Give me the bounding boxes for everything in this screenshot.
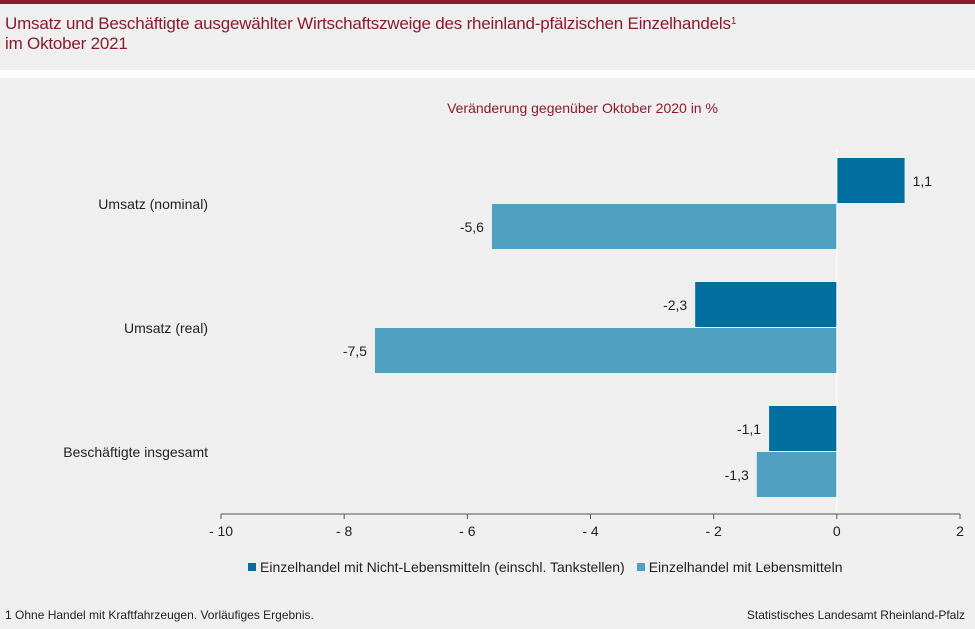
- bar-s0-c1: [695, 282, 837, 327]
- x-tick-label-3: - 4: [582, 523, 599, 539]
- x-tick-label-0: - 10: [209, 523, 233, 539]
- legend-item-non-food: Einzelhandel mit Nicht-Lebensmitteln (ei…: [248, 559, 625, 575]
- title-line-1: Umsatz und Beschäftigte ausgewählter Wir…: [5, 14, 731, 33]
- data-label-s1-c0: -5,6: [460, 219, 484, 235]
- title-line-2: im Oktober 2021: [5, 34, 128, 53]
- source-note: Statistisches Landesamt Rheinland-Pfalz: [746, 608, 965, 622]
- x-tick-label-4: - 2: [705, 523, 722, 539]
- data-label-s1-c1: -7,5: [343, 343, 367, 359]
- x-tick-label-2: - 6: [459, 523, 476, 539]
- chart-subtitle: Veränderung gegenüber Oktober 2020 in %: [447, 100, 718, 116]
- data-label-s1-c2: -1,3: [725, 467, 749, 483]
- category-label-2: Beschäftigte insgesamt: [63, 444, 208, 460]
- bar-chart: 1,1 -2,3 -1,1 -5,6 -7,5 -1,3 Umsatz (nominal) U…: [63, 150, 964, 539]
- legend-item-food: Einzelhandel mit Lebensmitteln: [636, 559, 843, 575]
- bar-s0-c0: [836, 158, 905, 203]
- bar-s1-c0: [491, 204, 837, 249]
- x-tick-label-6: 2: [956, 523, 964, 539]
- legend-swatch-non-food: [248, 563, 256, 571]
- data-label-s0-c0: 1,1: [913, 173, 933, 189]
- top-rule: [0, 0, 975, 4]
- header: Umsatz und Beschäftigte ausgewählter Wir…: [0, 4, 975, 70]
- legend-swatch-food: [636, 563, 645, 571]
- legend: Einzelhandel mit Nicht-Lebensmitteln (ei…: [248, 559, 854, 575]
- divider-band: [0, 70, 975, 78]
- x-tick-label-5: 0: [833, 523, 841, 539]
- x-tick-label-1: - 8: [336, 523, 353, 539]
- legend-label-food: Einzelhandel mit Lebensmitteln: [648, 559, 843, 575]
- footnote: 1 Ohne Handel mit Kraftfahrzeugen. Vorlä…: [5, 608, 314, 622]
- category-label-0: Umsatz (nominal): [98, 196, 208, 212]
- bar-s1-c2: [756, 452, 837, 497]
- bar-s0-c2: [769, 406, 837, 451]
- bar-s1-c1: [374, 328, 837, 373]
- data-label-s0-c1: -2,3: [663, 297, 687, 313]
- data-label-s0-c2: -1,1: [737, 421, 761, 437]
- chart-title: Umsatz und Beschäftigte ausgewählter Wir…: [5, 14, 965, 54]
- legend-label-non-food: Einzelhandel mit Nicht-Lebensmitteln (ei…: [260, 559, 625, 575]
- title-footnote-mark: 1: [730, 16, 737, 27]
- category-label-1: Umsatz (real): [124, 320, 208, 336]
